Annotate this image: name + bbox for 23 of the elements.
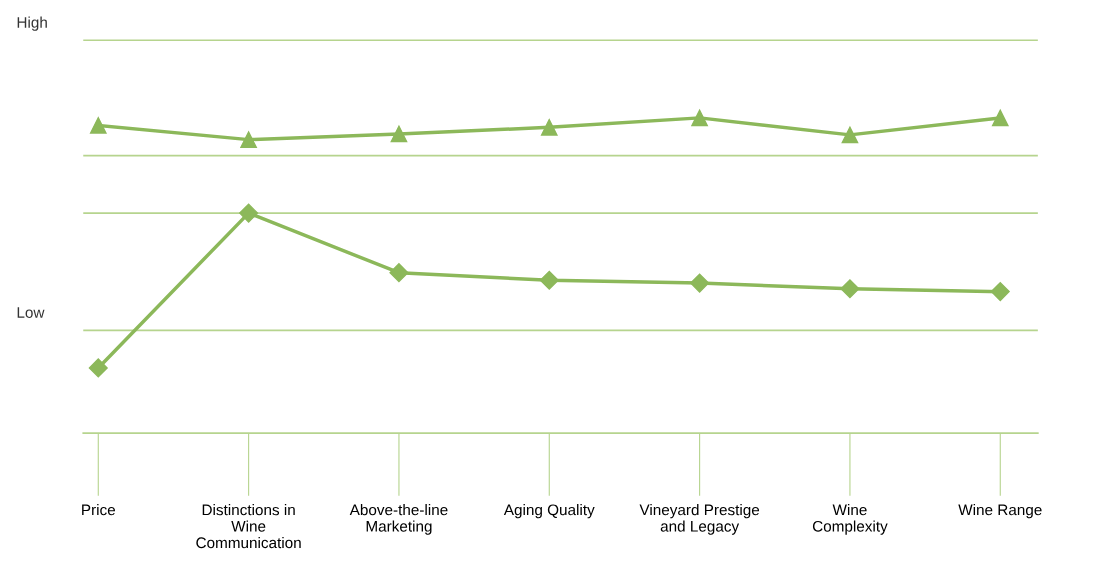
x-tick-label: Aging Quality [503,504,595,519]
point [991,109,1009,127]
point [539,270,559,290]
x-tick-label: Distinctions in Wine Communication [196,504,301,549]
x-tick-label: Vineyard Prestige and Legacy [639,504,760,535]
point [89,117,107,134]
point [690,273,710,293]
point [840,279,860,299]
point [88,358,108,378]
ref-line-label: Low [17,307,45,318]
x-tick-label: Wine Range [958,504,1042,519]
point [239,203,259,223]
ref-line-label: High [17,16,47,31]
point [841,126,859,144]
point [990,282,1010,302]
point [389,263,409,283]
point [540,118,558,136]
point [390,125,408,143]
x-tick-label: Price [82,504,116,516]
point [240,131,257,148]
point [691,109,708,127]
x-tick-label: Above-the-line Marketing [349,504,448,535]
x-tick-label: Wine Complexity [812,504,888,535]
